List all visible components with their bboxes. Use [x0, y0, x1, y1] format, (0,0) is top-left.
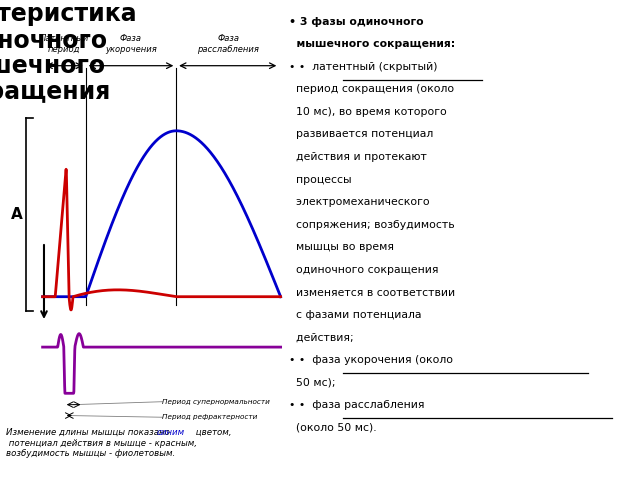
Text: • 3 фазы одиночного: • 3 фазы одиночного	[289, 16, 423, 26]
Text: развивается потенциал: развивается потенциал	[289, 130, 433, 140]
Text: действия и протекают: действия и протекают	[289, 152, 426, 162]
Text: изменяется в соответствии: изменяется в соответствии	[289, 288, 455, 298]
Text: • •  фаза укорочения (около: • • фаза укорочения (около	[289, 355, 452, 365]
Text: Изменение длины мышцы показано: Изменение длины мышцы показано	[6, 428, 173, 437]
Text: потенциал действия в мышце - красным,: потенциал действия в мышце - красным,	[6, 439, 197, 448]
Text: 10 мс), во время которого: 10 мс), во время которого	[289, 107, 446, 117]
Text: возбудимость мышцы - фиолетовым.: возбудимость мышцы - фиолетовым.	[6, 449, 175, 458]
Text: действия;: действия;	[289, 333, 353, 343]
Text: процессы: процессы	[289, 175, 351, 185]
Text: • •  фаза расслабления: • • фаза расслабления	[289, 400, 424, 410]
Text: Период супернормальности: Период супернормальности	[163, 399, 270, 405]
Text: синим: синим	[157, 428, 185, 437]
Text: мышечного сокращения:: мышечного сокращения:	[289, 39, 455, 49]
Text: одиночного сокращения: одиночного сокращения	[289, 265, 438, 275]
Text: (около 50 мс).: (около 50 мс).	[289, 423, 376, 433]
Text: Фаза
укорочения: Фаза укорочения	[105, 34, 157, 54]
Text: А: А	[11, 207, 23, 222]
Text: • •  латентный (скрытый): • • латентный (скрытый)	[289, 62, 437, 72]
Text: Латентный
период: Латентный период	[40, 34, 89, 54]
Text: сопряжения; возбудимость: сопряжения; возбудимость	[289, 220, 454, 230]
Text: электромеханического: электромеханического	[289, 197, 429, 207]
Text: мышцы во время: мышцы во время	[289, 242, 394, 252]
Text: цветом,: цветом,	[193, 428, 232, 437]
Text: Период рефрактерности: Период рефрактерности	[163, 414, 258, 420]
Text: с фазами потенциала: с фазами потенциала	[289, 310, 421, 320]
Text: Характеристика
одиночного
мышечного
сокращения: Характеристика одиночного мышечного сокр…	[0, 2, 137, 104]
Text: 50 мс);: 50 мс);	[289, 378, 335, 388]
Text: период сокращения (около: период сокращения (около	[289, 84, 454, 94]
Text: Фаза
расслабления: Фаза расслабления	[198, 34, 259, 54]
